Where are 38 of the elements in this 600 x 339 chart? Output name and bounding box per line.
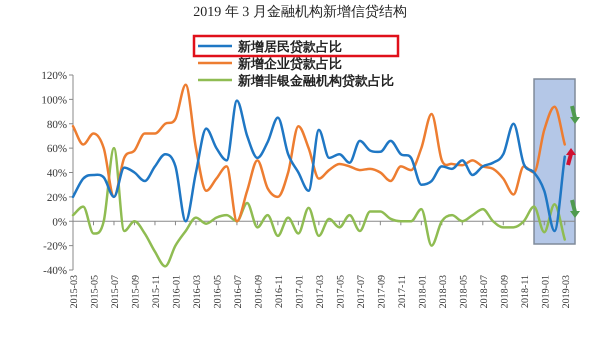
x-tick-label: 2017-11 (396, 275, 408, 308)
x-tick-label: 2016-09 (253, 275, 264, 308)
y-tick-label: 60% (46, 143, 67, 156)
x-tick-label: 2019-01 (540, 275, 552, 308)
x-tick-label: 2019-03 (560, 275, 572, 308)
x-tick-label: 2017-05 (335, 275, 346, 308)
x-tick-label: 2018-01 (417, 275, 428, 308)
x-tick-label: 2017-01 (294, 275, 306, 308)
y-tick-label: 120% (41, 70, 67, 82)
x-tick-label: 2017-07 (356, 275, 367, 308)
x-tick-label: 2016-11 (274, 275, 285, 308)
x-tick-label: 2018-03 (438, 275, 449, 308)
y-tick-label: 80% (46, 118, 67, 131)
legend-label: 新增居民贷款占比 (237, 39, 342, 54)
x-tick-label: 2017-09 (376, 275, 388, 308)
x-tick-label: 2016-03 (192, 275, 203, 308)
x-tick-label: 2017-03 (314, 275, 326, 308)
y-tick-label: -20% (43, 240, 67, 253)
x-tick-label: 2018-05 (458, 275, 470, 308)
x-tick-label: 2015-07 (110, 275, 121, 308)
x-tick-label: 2016-01 (171, 275, 182, 308)
x-tick-label: 2018-11 (520, 275, 531, 308)
x-tick-label: 2015-11 (150, 275, 162, 308)
y-tick-label: -40% (43, 265, 67, 277)
legend-label: 新增非银金融机构贷款占比 (237, 73, 394, 88)
x-tick-label: 2018-07 (478, 275, 490, 308)
x-tick-label: 2015-09 (130, 275, 142, 308)
x-tick-label: 2015-05 (89, 275, 100, 308)
legend-label: 新增企业贷款占比 (237, 56, 342, 71)
x-tick-label: 2015-03 (69, 275, 80, 308)
y-tick-label: 100% (41, 94, 67, 106)
x-tick-label: 2018-09 (499, 275, 510, 308)
y-tick-label: 0% (52, 216, 67, 228)
chart-title: 2019 年 3 月金融机构新增信贷结构 (193, 4, 407, 20)
x-tick-label: 2016-05 (212, 275, 224, 308)
x-tick-label: 2016-07 (232, 275, 244, 308)
y-tick-label: 40% (46, 168, 67, 180)
y-tick-label: 20% (46, 192, 67, 204)
